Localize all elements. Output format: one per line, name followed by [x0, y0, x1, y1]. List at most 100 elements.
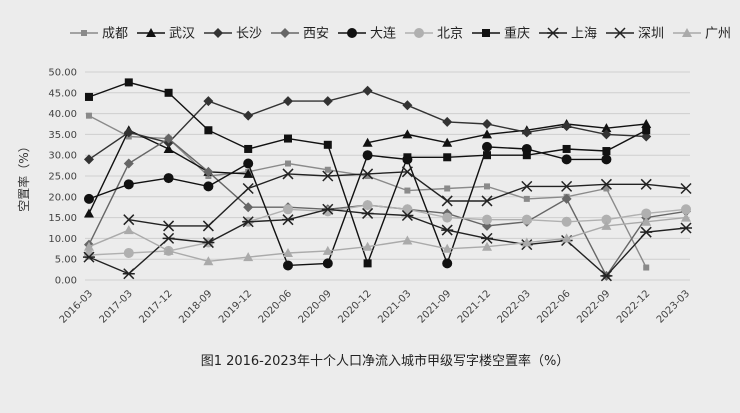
data-point	[362, 137, 373, 147]
data-point	[83, 154, 94, 165]
data-point	[521, 180, 533, 192]
data-point	[282, 204, 293, 215]
data-point	[601, 123, 612, 133]
data-point	[322, 245, 333, 255]
data-point	[162, 232, 175, 244]
data-point	[521, 214, 532, 225]
series-9	[83, 212, 692, 266]
data-point	[601, 129, 612, 140]
legend: 成都 武汉 长沙 西安 大连 北京 重庆 上海 深圳 广州	[70, 26, 731, 42]
data-point	[363, 259, 372, 268]
y-axis: 0.00 5.00 10.00 15.00 20.00 25.00 30.00 35.00 40…	[48, 68, 77, 287]
data-point	[561, 154, 572, 165]
data-point	[243, 110, 254, 121]
legend-label: 武汉	[169, 27, 195, 42]
data-point	[404, 187, 411, 194]
data-point	[561, 193, 572, 204]
data-point	[123, 179, 134, 190]
data-point	[282, 260, 293, 271]
data-point	[601, 154, 612, 165]
data-point	[203, 96, 214, 107]
data-point	[640, 226, 653, 238]
data-point	[123, 127, 134, 138]
data-point	[323, 140, 332, 149]
data-point	[442, 212, 453, 223]
data-point	[680, 222, 693, 234]
y-tick-label: 10.00	[48, 234, 77, 245]
y-tick-label: 45.00	[48, 88, 77, 99]
data-point	[281, 214, 294, 226]
data-point	[600, 178, 612, 190]
y-tick-label: 35.00	[48, 130, 77, 141]
data-point	[401, 166, 413, 178]
data-point	[482, 241, 493, 251]
data-point	[243, 158, 254, 169]
y-tick-label: 40.00	[48, 109, 77, 120]
legend-marker	[81, 30, 87, 36]
data-point	[282, 247, 293, 257]
series-1	[83, 119, 652, 218]
data-point	[442, 116, 453, 127]
legend-marker	[347, 28, 357, 38]
data-point	[124, 78, 133, 87]
data-point	[282, 96, 293, 107]
legend-label: 西安	[303, 27, 329, 42]
data-point	[403, 153, 412, 162]
data-point	[322, 96, 333, 107]
data-point	[283, 134, 292, 143]
legend-marker	[414, 28, 424, 38]
y-tick-label: 30.00	[48, 151, 77, 162]
data-point	[642, 126, 651, 135]
data-point	[321, 203, 334, 215]
data-point	[643, 264, 650, 271]
data-point	[284, 160, 291, 167]
legend-item: 深圳	[606, 27, 664, 42]
data-point	[83, 208, 94, 218]
data-point	[523, 195, 530, 202]
data-point	[481, 195, 493, 207]
data-point	[203, 181, 214, 192]
data-point	[83, 193, 94, 204]
legend-item: 大连	[338, 26, 396, 42]
data-point	[603, 185, 610, 192]
data-point	[602, 147, 611, 156]
data-point	[444, 185, 451, 192]
data-point	[482, 129, 493, 139]
series-layer	[82, 78, 693, 282]
data-point	[362, 200, 373, 211]
data-point	[85, 112, 92, 119]
data-point	[484, 183, 491, 190]
data-point	[600, 270, 613, 282]
data-point	[402, 204, 413, 215]
series-7	[82, 203, 693, 282]
data-point	[324, 166, 331, 173]
data-point	[561, 216, 572, 227]
series-line	[88, 146, 607, 267]
legend-label: 广州	[705, 27, 731, 42]
data-point	[561, 121, 572, 132]
data-point	[82, 251, 95, 263]
data-point	[243, 168, 254, 178]
data-point	[242, 216, 255, 228]
legend-item: 西安	[271, 27, 329, 42]
data-point	[163, 245, 174, 255]
data-point	[441, 224, 454, 236]
data-point	[84, 92, 93, 101]
data-point	[640, 178, 652, 190]
data-point	[442, 137, 453, 147]
data-point	[401, 209, 414, 222]
legend-item: 重庆	[472, 26, 530, 42]
data-point	[362, 241, 373, 251]
data-point	[402, 100, 413, 111]
legend-marker	[213, 28, 223, 38]
chart-caption: 图1 2016-2023年十个人口净流入城市甲级写字楼空置率（%）	[201, 353, 570, 369]
data-point	[561, 180, 573, 192]
y-tick-label: 5.00	[55, 255, 77, 266]
data-point	[163, 133, 174, 144]
legend-marker	[146, 28, 156, 37]
data-point	[163, 173, 174, 184]
data-point	[163, 220, 175, 232]
data-point	[441, 195, 453, 207]
legend-label: 重庆	[504, 26, 530, 42]
